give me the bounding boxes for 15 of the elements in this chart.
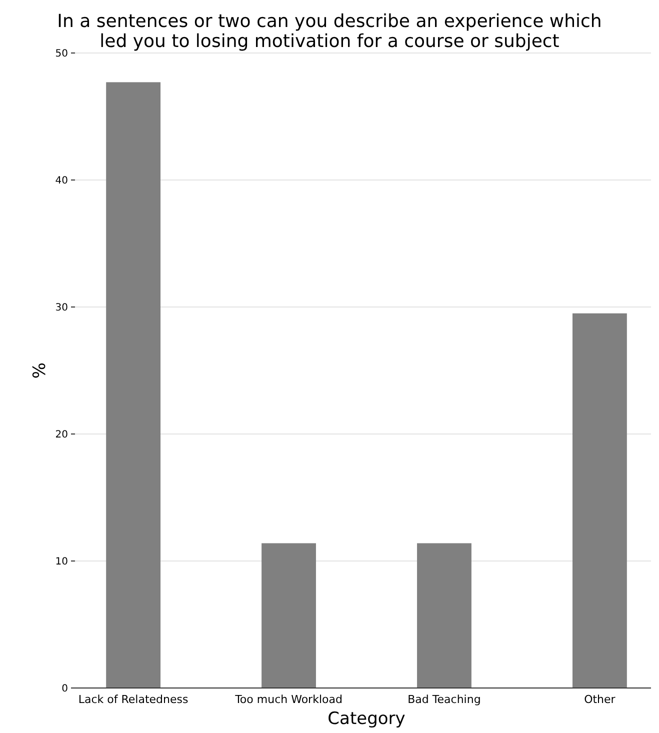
bar [572,313,627,688]
bar [262,543,316,688]
bar [106,82,161,688]
bar [417,543,472,688]
y-axis-title: % [30,362,50,379]
y-tick-label: 0 [62,684,68,694]
x-tick-label: Too much Workload [234,693,342,706]
y-tick-label: 40 [55,176,68,186]
y-tick-label: 10 [55,556,68,568]
x-tick-label: Other [584,693,616,706]
y-tick-label: 30 [55,302,68,314]
x-tick-label: Lack of Relatedness [78,693,188,706]
x-tick-label: Bad Teaching [408,693,481,706]
x-axis-title: Category [328,709,406,729]
y-tick-label: 20 [55,430,68,440]
